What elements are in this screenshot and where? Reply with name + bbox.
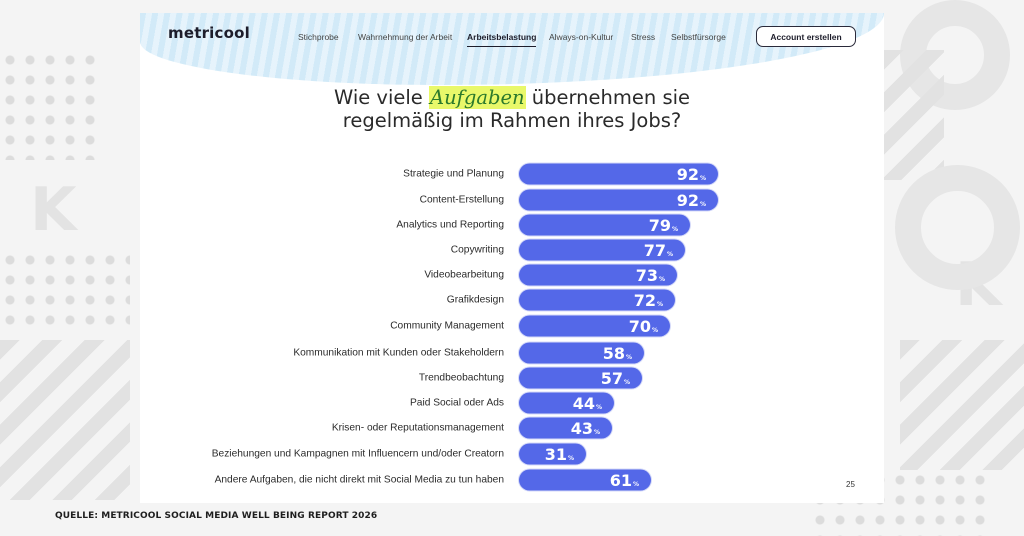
nav-item-selbstfuersorge[interactable]: Selbstfürsorge bbox=[671, 32, 726, 42]
bar: 77% bbox=[519, 239, 685, 261]
title-text-before: Wie viele bbox=[333, 86, 430, 109]
percent-sign: % bbox=[595, 403, 602, 411]
category-label: Community Management bbox=[390, 320, 504, 332]
bar: 31% bbox=[519, 443, 586, 465]
value-number: 43 bbox=[570, 418, 593, 438]
value-number: 61 bbox=[609, 470, 632, 490]
k-letter-decoration-left: K bbox=[30, 175, 77, 245]
bar: 57% bbox=[519, 367, 642, 389]
category-label: Trendbeobachtung bbox=[418, 372, 504, 384]
create-account-button[interactable]: Account erstellen bbox=[756, 26, 856, 47]
bar: 61% bbox=[519, 469, 651, 491]
bar: 92% bbox=[519, 189, 718, 211]
bar-value-label: 73% bbox=[636, 266, 665, 285]
value-number: 92 bbox=[676, 164, 699, 184]
stripe-pattern-left bbox=[0, 340, 130, 500]
category-label: Krisen- oder Reputationsmanagement bbox=[331, 422, 504, 434]
bar-value-label: 77% bbox=[644, 241, 673, 260]
value-number: 92 bbox=[676, 190, 699, 210]
bar-value-label: 58% bbox=[603, 344, 632, 363]
category-label: Videobearbeitung bbox=[424, 269, 504, 281]
percent-sign: % bbox=[593, 428, 600, 436]
value-number: 73 bbox=[635, 265, 658, 285]
nav-item-always-on[interactable]: Always-on-Kultur bbox=[549, 32, 614, 42]
title-line2: regelmäßig im Rahmen ihres Jobs? bbox=[342, 109, 682, 132]
value-number: 57 bbox=[600, 368, 623, 388]
bar-value-label: 44% bbox=[573, 394, 602, 413]
category-label: Beziehungen und Kampagnen mit Influencer… bbox=[211, 448, 504, 460]
percent-sign: % bbox=[632, 480, 639, 488]
dot-pattern-left-lower bbox=[0, 250, 130, 330]
value-number: 72 bbox=[633, 290, 656, 310]
bar: 43% bbox=[519, 417, 612, 439]
percent-sign: % bbox=[625, 353, 632, 361]
percent-sign: % bbox=[623, 378, 630, 386]
nav-item-stichprobe[interactable]: Stichprobe bbox=[298, 32, 339, 42]
percent-sign: % bbox=[651, 326, 658, 334]
value-number: 31 bbox=[544, 444, 567, 464]
bar: 73% bbox=[519, 264, 677, 286]
bar: 70% bbox=[519, 315, 670, 337]
bar-value-label: 79% bbox=[649, 216, 678, 235]
bar-value-label: 70% bbox=[629, 317, 658, 336]
page-title: Wie viele Aufgaben übernehmen sie regelm… bbox=[140, 86, 884, 132]
stripe-pattern-right bbox=[884, 50, 944, 180]
bar-value-label: 92% bbox=[677, 165, 706, 184]
category-label: Grafikdesign bbox=[446, 294, 504, 306]
nav-item-wahrnehmung[interactable]: Wahrnehmung der Arbeit bbox=[358, 32, 453, 42]
bar-value-label: 61% bbox=[610, 471, 639, 490]
category-label: Content-Erstellung bbox=[419, 194, 504, 206]
title-highlight: Aufgaben bbox=[429, 86, 526, 109]
bar-value-label: 57% bbox=[601, 369, 630, 388]
value-number: 58 bbox=[602, 343, 625, 363]
dot-pattern-left bbox=[0, 50, 100, 160]
page-number: 25 bbox=[846, 480, 855, 489]
bar-value-label: 92% bbox=[677, 191, 706, 210]
bar-value-label: 43% bbox=[571, 419, 600, 438]
bar: 79% bbox=[519, 214, 690, 236]
value-number: 79 bbox=[648, 215, 671, 235]
title-text-after: übernehmen sie bbox=[525, 86, 691, 109]
bar: 92% bbox=[519, 163, 718, 185]
bar: 44% bbox=[519, 392, 614, 414]
bar: 72% bbox=[519, 289, 675, 311]
percent-sign: % bbox=[699, 200, 706, 208]
category-label: Andere Aufgaben, die nicht direkt mit So… bbox=[214, 474, 504, 486]
category-label: Analytics und Reporting bbox=[396, 219, 504, 231]
stripe-pattern-bottom-right bbox=[900, 340, 1024, 470]
percent-sign: % bbox=[699, 174, 706, 182]
percent-sign: % bbox=[567, 454, 574, 462]
nav-item-arbeitsbelastung[interactable]: Arbeitsbelastung bbox=[467, 32, 537, 47]
nav-item-stress[interactable]: Stress bbox=[631, 32, 656, 42]
category-label: Strategie und Planung bbox=[403, 168, 504, 180]
bar-value-label: 31% bbox=[545, 445, 574, 464]
category-label: Copywriting bbox=[450, 244, 504, 256]
category-label: Kommunikation mit Kunden oder Stakeholde… bbox=[293, 347, 504, 359]
source-caption: QUELLE: METRICOOL SOCIAL MEDIA WELL BEIN… bbox=[55, 511, 378, 521]
value-number: 77 bbox=[643, 240, 666, 260]
percent-sign: % bbox=[658, 275, 665, 283]
percent-sign: % bbox=[671, 225, 678, 233]
value-number: 44 bbox=[572, 393, 595, 413]
percent-sign: % bbox=[666, 250, 673, 258]
category-label: Paid Social oder Ads bbox=[409, 397, 504, 409]
metricool-logo[interactable]: metricool bbox=[168, 24, 250, 42]
bar-value-label: 72% bbox=[634, 291, 663, 310]
top-navigation: metricool Stichprobe Wahrnehmung der Arb… bbox=[140, 13, 884, 63]
value-number: 70 bbox=[628, 316, 651, 336]
percent-sign: % bbox=[656, 300, 663, 308]
bar: 58% bbox=[519, 342, 644, 364]
